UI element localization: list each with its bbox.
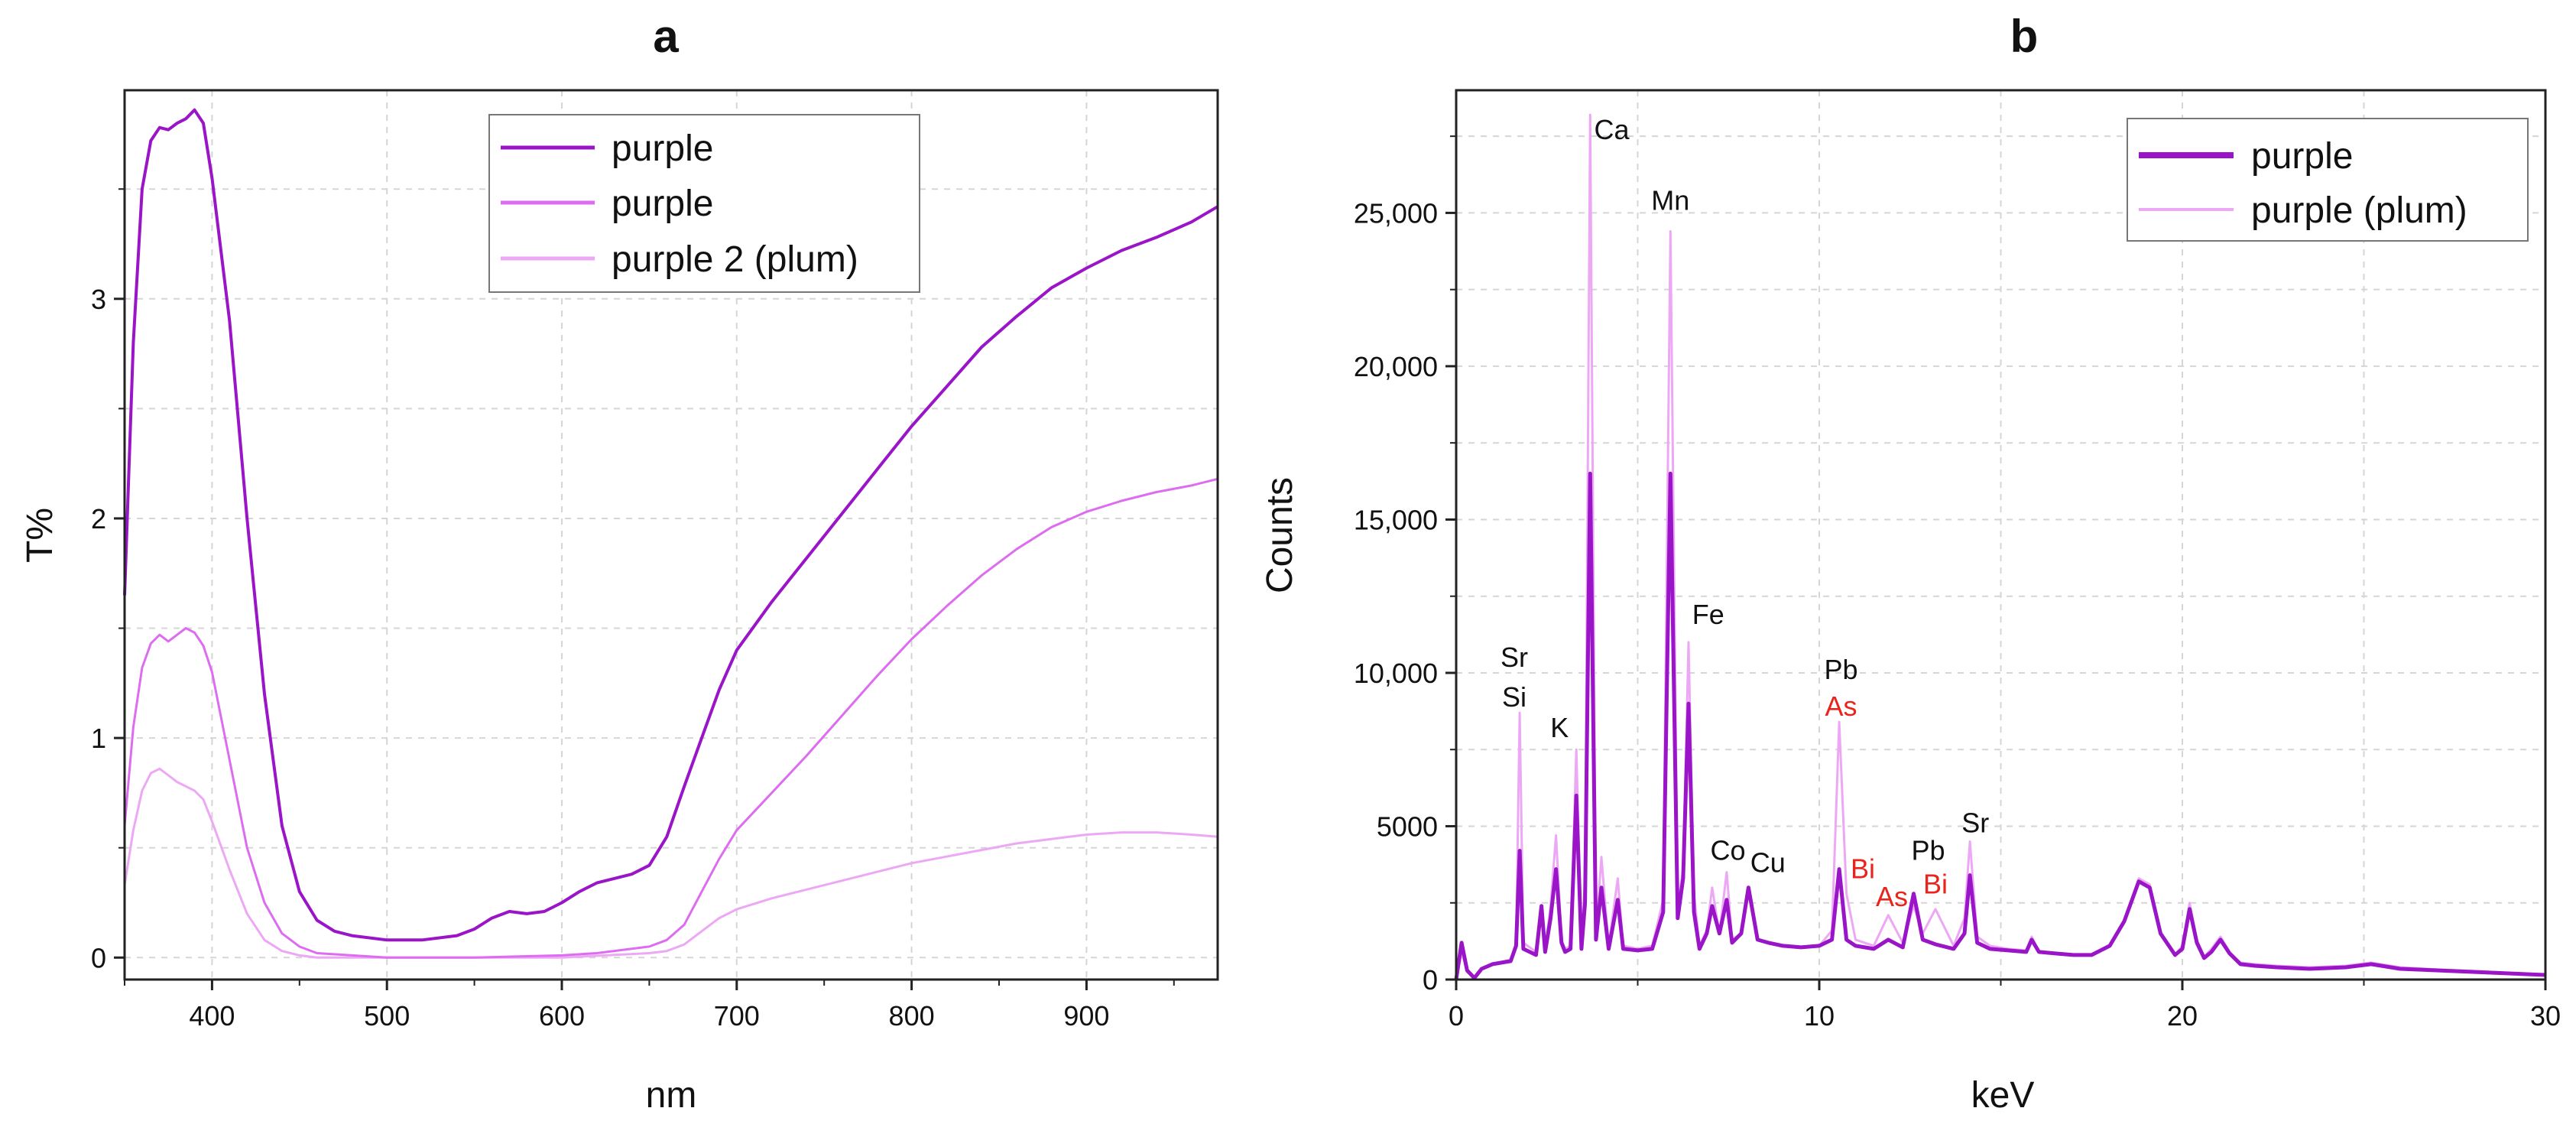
panel-a-y-ticks: 0 1 2 3 — [91, 188, 125, 973]
x-tick-label: 20 — [2167, 1000, 2198, 1032]
panel-b-y-axis-label: Counts — [1260, 477, 1300, 593]
legend-a-entry-plum: purple 2 (plum) — [612, 239, 858, 280]
element-label-as: As — [1825, 690, 1857, 722]
legend-b-entry-plum: purple (plum) — [2251, 190, 2467, 231]
panel-b-y-ticks: 0 5000 10,000 15,000 20,000 25,000 — [1354, 135, 1456, 996]
x-tick-label: 400 — [189, 1000, 235, 1032]
y-tick-label: 0 — [91, 942, 106, 973]
panel-b-grid — [1456, 90, 2545, 980]
x-tick-label: 800 — [889, 1000, 935, 1032]
element-label-bi: Bi — [1923, 869, 1948, 900]
y-tick-label: 3 — [91, 284, 106, 315]
series-line-purple-2-plum- — [123, 767, 1218, 959]
x-tick-label: 10 — [1804, 1000, 1835, 1032]
y-tick-label: 1 — [91, 723, 106, 754]
element-label-as: As — [1876, 881, 1908, 912]
element-label-si: Si — [1502, 681, 1526, 713]
x-tick-label: 600 — [539, 1000, 585, 1032]
panel-a-legend: purple purple purple 2 (plum) — [488, 114, 920, 293]
x-tick-label: 500 — [364, 1000, 410, 1032]
y-tick-label: 20,000 — [1354, 351, 1438, 382]
element-label-mn: Mn — [1651, 184, 1689, 216]
element-label-k: K — [1550, 712, 1569, 743]
panel-b-series — [1454, 113, 2546, 980]
series-line-purple — [123, 477, 1218, 959]
legend-b-entry-purple: purple — [2251, 136, 2353, 177]
panel-b-spectrum: b 0 10 20 30 0500010,00015,00020,00025,000 … — [1260, 11, 2561, 1116]
x-tick-label: 900 — [1063, 1000, 1109, 1032]
panel-b-x-axis-label: keV — [1971, 1075, 2035, 1116]
y-tick-label: 0 — [1423, 964, 1438, 996]
y-tick-label: 10,000 — [1354, 658, 1438, 689]
x-tick-label: 700 — [714, 1000, 760, 1032]
panel-a-series — [123, 108, 1219, 959]
panel-b-label: b — [2010, 11, 2039, 62]
element-label-fe: Fe — [1692, 599, 1724, 630]
y-tick-label: 15,000 — [1354, 504, 1438, 535]
panel-b-legend: purple purple (plum) — [2127, 118, 2529, 242]
element-label-bi: Bi — [1851, 853, 1875, 885]
element-label-pb: Pb — [1824, 654, 1857, 685]
panel-a-y-axis-label: T% — [20, 508, 60, 563]
element-label-cu: Cu — [1750, 847, 1786, 879]
element-label-ca: Ca — [1595, 114, 1630, 145]
panel-a-spectrum: a 400 500 600 700 800 900 0 1 2 3 nm T% purple p… — [20, 11, 1219, 1116]
panel-a-x-axis-label: nm — [646, 1075, 697, 1116]
element-label-sr: Sr — [1961, 807, 1989, 839]
panel-a-frame — [123, 89, 1219, 981]
series-line-purple — [1454, 471, 2546, 980]
y-tick-label: 2 — [91, 503, 106, 535]
element-label-pb: Pb — [1911, 835, 1945, 866]
x-tick-label: 0 — [1449, 1000, 1464, 1032]
panel-a-x-ticks: 400 500 600 700 800 900 — [124, 980, 1175, 1032]
element-label-co: Co — [1711, 835, 1746, 866]
panel-b-legend-box — [2127, 118, 2529, 242]
y-tick-label: 25,000 — [1354, 197, 1438, 229]
legend-a-entry-purple-2: purple — [612, 184, 713, 224]
element-label-sr: Sr — [1501, 642, 1528, 673]
x-tick-label: 30 — [2530, 1000, 2561, 1032]
panel-a-label: a — [653, 11, 679, 62]
legend-a-entry-purple: purple — [612, 128, 713, 169]
panel-b-x-ticks: 0 10 20 30 — [1449, 980, 2561, 1032]
series-line-purple — [123, 108, 1219, 942]
y-tick-label: 5000 — [1377, 811, 1438, 842]
